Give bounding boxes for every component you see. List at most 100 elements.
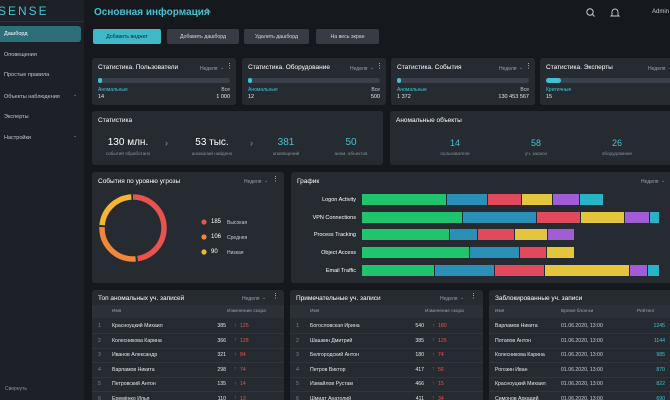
menu-dots[interactable]: ⋮ — [470, 293, 477, 300]
toolbar-button[interactable]: Удалить дашборд — [244, 29, 309, 44]
step-arrow: › — [250, 138, 253, 148]
toolbar-button[interactable]: На весь экран — [316, 29, 379, 44]
table-cell: Еремёнко Илья — [112, 395, 150, 400]
table-cell: 01.06.2020, 13:00 — [561, 337, 603, 344]
trend-arrow: ↑ — [432, 351, 435, 358]
bar-segment — [450, 229, 477, 241]
card-title: Статистика — [98, 117, 133, 124]
period-select[interactable]: Неделя — [499, 66, 517, 72]
nav-item[interactable]: Настройки ⌄ — [0, 130, 81, 146]
search-icon[interactable] — [586, 8, 594, 16]
nav-item[interactable]: Оповещения — [0, 47, 81, 63]
column-header[interactable]: Рейтинг — [637, 309, 655, 314]
donut-segment — [99, 194, 167, 262]
table-cell: 3 — [296, 352, 299, 358]
summary-value: 50 — [345, 137, 357, 148]
card-title: Статистика. Оборудование — [248, 64, 330, 71]
column-header[interactable]: Время блок-ки — [561, 309, 594, 314]
table-cell: Шашкин Дмитрий — [310, 337, 353, 344]
dropdown-chevron: ⌄ — [460, 295, 465, 301]
bar-segment — [547, 247, 574, 259]
table-cell: Богословская Ирина — [310, 323, 360, 329]
column-header[interactable]: Имя — [310, 309, 320, 314]
bar-segment — [548, 229, 574, 241]
menu-dots[interactable]: ⋮ — [226, 63, 233, 70]
column-header[interactable]: Изменение скора — [227, 309, 266, 314]
toolbar-button[interactable]: Добавить дашборд — [167, 29, 239, 44]
table-cell: 01.06.2020, 13:00 — [561, 381, 603, 387]
search-icon-handle — [592, 14, 595, 17]
bar-segment — [362, 247, 469, 259]
period-select[interactable]: Неделя — [350, 66, 368, 72]
activity-card: График Неделя ⌄ Logon Activity VPN Connectio… — [291, 172, 670, 283]
summary-caption: аном. объектов — [334, 151, 368, 156]
card-title: События по уровню угрозы — [98, 178, 181, 185]
trend-arrow: ↑ — [234, 366, 237, 372]
anomalous-value: 12 — [248, 94, 255, 100]
table-cell: 690 — [656, 395, 665, 400]
table-cell: Шмидт Анатолий — [310, 395, 352, 400]
table-cell: 321 — [217, 352, 226, 358]
nav-item[interactable]: Эксперты — [0, 109, 81, 125]
summary-value: 53 тыс. — [195, 137, 229, 148]
table-cell: 180 — [415, 352, 424, 358]
period-select[interactable]: Неделя — [648, 66, 666, 72]
nav-label: Настройки — [4, 135, 31, 141]
bar-segment — [580, 194, 603, 205]
column-header[interactable]: Имя — [112, 309, 122, 314]
row-divider — [92, 347, 284, 349]
table-card: Примечательные уч. записи Неделя ⌄ ⋮ Имя Изме… — [290, 290, 483, 400]
bell-icon[interactable] — [609, 8, 621, 17]
menu-dots[interactable]: ⋮ — [376, 63, 383, 70]
row-divider — [489, 333, 670, 334]
user-name[interactable]: Admin — [652, 9, 670, 15]
edit-icon[interactable]: ✎ — [205, 7, 212, 16]
table-cell: 411 — [415, 395, 424, 400]
table-cell: Красноуцкий Михаил — [495, 381, 546, 387]
card-title: Примечательные уч. записи — [296, 295, 381, 302]
table-cell: Петров Виктор — [310, 366, 346, 373]
period-select[interactable]: Неделя — [641, 179, 659, 185]
legend-dot — [201, 234, 207, 240]
menu-dots[interactable]: ⋮ — [272, 176, 279, 183]
period-select[interactable]: Неделя — [244, 179, 262, 185]
sidebar: SENSE Дашборд Оповещения Простые правила Объ… — [0, 0, 84, 400]
nav-item[interactable]: Дашборд — [0, 26, 81, 42]
period-select[interactable]: Неделя — [440, 296, 458, 302]
progress-track — [248, 78, 380, 83]
bar-label: VPN Connections — [312, 214, 356, 221]
dropdown-chevron: ⌄ — [519, 65, 524, 71]
page-title: Основная информация — [94, 7, 210, 18]
card-title: Заблокированные уч. записи — [495, 295, 583, 302]
period-select[interactable]: Неделя — [242, 296, 260, 302]
menu-dots[interactable]: ⋮ — [272, 293, 279, 300]
trend-arrow: ↑ — [432, 337, 435, 343]
object-count: 26 — [611, 138, 622, 148]
nav-item[interactable]: Объекты наблюдения ⌄ — [0, 89, 81, 105]
column-header[interactable]: Имя — [495, 309, 505, 314]
progress-fill — [98, 78, 102, 83]
trend-arrow: ↑ — [234, 395, 237, 400]
card-title: Статистика. Эксперты — [546, 64, 613, 71]
bar-segment — [520, 247, 546, 259]
anomalous-label: Критичные — [546, 87, 572, 93]
dropdown-chevron: ⌄ — [264, 178, 269, 184]
object-count: 14 — [449, 138, 460, 148]
trend-arrow: ↑ — [234, 322, 237, 329]
menu-dots[interactable]: ⋮ — [525, 63, 532, 70]
table-cell: 128 — [240, 337, 249, 344]
summary-card: Статистика 130 млн. событий обработано 53 т… — [92, 111, 383, 165]
table-cell: 135 — [217, 381, 226, 387]
table-cell: Белгородский Антон — [310, 352, 359, 358]
nav-item[interactable]: Простые правила — [0, 67, 81, 83]
collapse-link[interactable]: Свернуть — [5, 386, 27, 392]
table-cell: Иванов Александр — [112, 352, 158, 358]
card-title: Аномальные объекты — [396, 117, 462, 124]
column-header[interactable]: Изменение скора — [425, 309, 464, 314]
toolbar-button[interactable]: Добавить виджет — [93, 29, 161, 44]
bar-segment — [362, 211, 462, 223]
summary-value: 130 млн. — [107, 137, 149, 148]
table-cell: Варламов Никита — [495, 323, 538, 329]
row-divider — [290, 347, 483, 349]
period-select[interactable]: Неделя — [200, 66, 218, 72]
